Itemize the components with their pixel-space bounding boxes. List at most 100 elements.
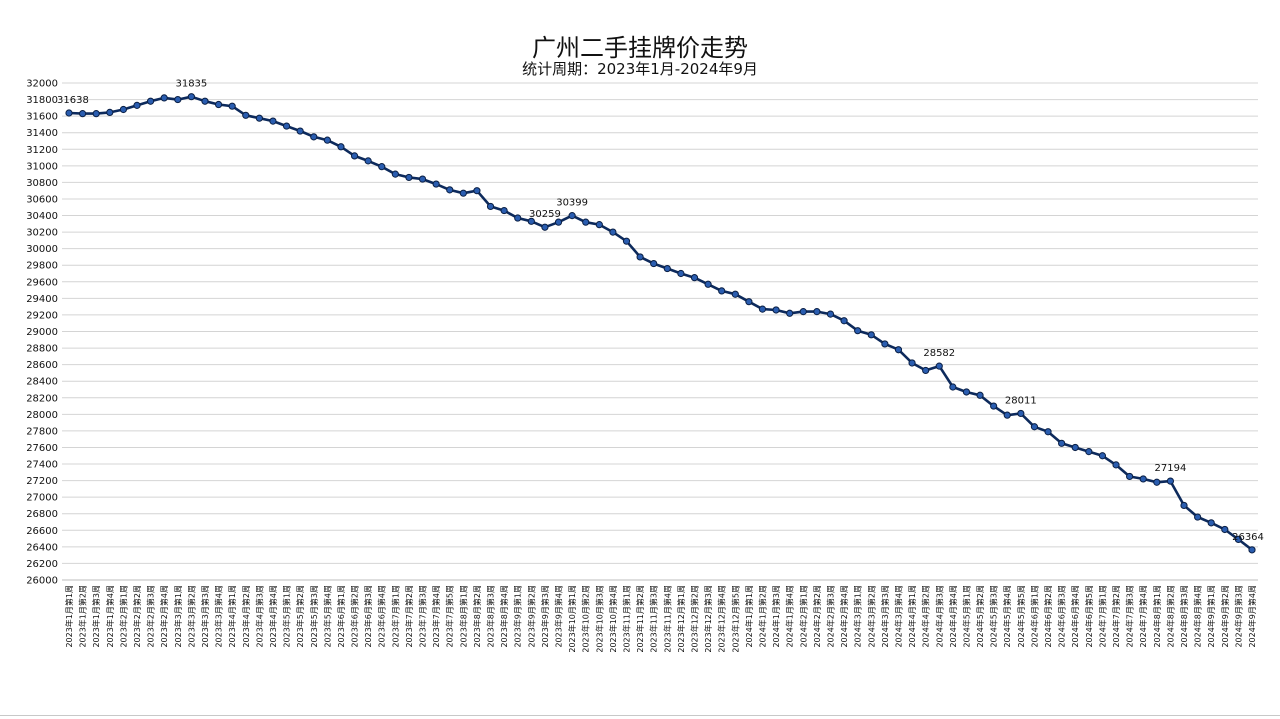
x-tick-label: 2023年3月第2周 [186,585,196,648]
x-tick-label: 2024年5月第4周 [1002,585,1012,648]
data-label: 30399 [556,198,588,209]
data-point [908,359,916,367]
x-tick-label: 2023年11月第1周 [622,585,632,653]
x-tick-label: 2023年5月第2周 [295,585,305,648]
data-point [990,402,998,410]
data-point [133,101,141,109]
x-tick-label: 2024年2月第4周 [839,585,849,648]
x-tick-label: 2024年2月第1周 [798,585,808,648]
data-point [949,383,957,391]
x-tick-label: 2023年7月第5周 [445,585,455,648]
data-point [269,117,277,125]
y-tick-label: 30800 [26,178,58,189]
series-line [68,95,1253,551]
x-tick-label: 2024年8月第3周 [1179,585,1189,648]
x-tick-label: 2023年7月第4周 [431,585,441,648]
x-tick-label: 2023年4月第3周 [254,585,264,648]
x-tick-label: 2023年10月第3周 [594,585,604,653]
x-tick-label: 2024年3月第1周 [853,585,863,648]
data-label: 28011 [1005,395,1037,406]
data-point [1234,535,1243,544]
data-point [486,202,495,211]
data-point [1112,461,1120,469]
x-tick-label: 2023年12月第4周 [717,585,727,653]
x-tick-label: 2023年1月第1周 [64,585,74,648]
y-tick-label: 26600 [26,526,58,537]
y-tick-label: 31800 [26,95,58,106]
x-tick-label: 2023年10月第4周 [608,585,618,653]
data-point [881,340,889,348]
data-label: 30259 [529,209,561,220]
y-tick-label: 27200 [26,476,58,487]
y-tick-label: 28400 [26,377,58,388]
data-point [1030,423,1039,431]
data-point [582,218,590,226]
data-point [799,308,807,316]
data-point [350,152,359,160]
data-point [840,317,848,325]
data-point [255,114,263,122]
x-tick-label: 2023年1月第3周 [91,585,101,648]
y-tick-label: 26400 [26,542,58,553]
x-tick-label: 2024年3月第3周 [880,585,890,648]
data-point [1098,452,1107,460]
data-point [337,143,345,151]
x-tick-label: 2024年3月第2周 [866,585,876,648]
x-tick-label: 2024年1月第2周 [757,585,767,648]
x-tick-label: 2023年11月第2周 [635,585,645,653]
data-point [854,327,862,335]
data-point [473,187,481,195]
data-point [1180,501,1188,510]
data-point [174,95,182,104]
data-point [418,175,427,183]
data-point [527,217,535,225]
y-tick-label: 26800 [26,509,58,520]
x-tick-label: 2024年8月第4周 [1193,585,1203,648]
data-point [1085,448,1093,456]
data-point [500,206,508,215]
x-tick-label: 2023年4月第2周 [241,585,251,648]
x-tick-label: 2024年1月第1周 [744,585,754,648]
y-tick-label: 31600 [26,112,58,123]
x-tick-label: 2024年5月第1周 [961,585,971,648]
data-point [976,391,984,399]
x-tick-label: 2023年12月第5周 [730,585,740,653]
x-tick-label: 2024年1月第4周 [785,585,795,648]
data-point [160,94,168,102]
y-tick-label: 29000 [26,327,58,338]
data-point [636,253,644,261]
x-tick-label: 2023年8月第2周 [472,585,482,648]
x-tick-label: 2023年8月第4周 [499,585,509,648]
data-point [922,366,930,375]
data-point [704,280,712,288]
data-point [214,100,223,109]
price-series [65,93,1256,554]
data-point [962,388,971,396]
data-point [935,362,943,370]
data-point [432,180,440,188]
data-point [595,221,603,229]
x-tick-label: 2023年8月第3周 [486,585,496,648]
data-point [364,157,372,165]
x-tick-label: 2023年7月第1周 [390,585,400,648]
x-tick-label: 2023年2月第1周 [118,585,128,648]
x-axis-ticks: 2023年1月第1周 2023年1月第2周 2023年1月第3周 2023年1月第4周… [64,585,1257,653]
x-tick-label: 2024年4月第4周 [948,585,958,648]
x-tick-label: 2023年2月第2周 [132,585,142,648]
x-tick-label: 2024年1月第3周 [771,585,781,648]
x-tick-label: 2024年7月第2周 [1111,585,1121,648]
data-label: 31638 [57,95,89,106]
data-point [690,274,699,282]
x-tick-label: 2023年10月第1周 [567,585,577,653]
data-point [1248,546,1256,554]
x-tick-label: 2023年8月第1周 [458,585,468,648]
data-point [1126,472,1134,481]
data-point [1166,477,1175,485]
data-point [323,136,331,144]
x-tick-label: 2024年2月第3周 [825,585,835,648]
data-point [650,259,658,268]
x-tick-label: 2023年9月第2周 [526,585,536,648]
data-label: 27194 [1155,463,1187,474]
x-tick-label: 2024年9月第4周 [1247,585,1257,648]
